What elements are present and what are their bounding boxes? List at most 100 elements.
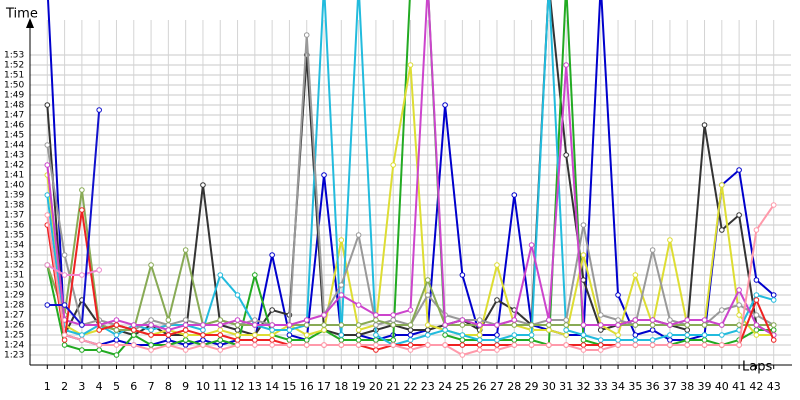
- point-marker: [96, 327, 102, 333]
- y-tick-label: 1:38: [4, 201, 24, 211]
- point-marker: [182, 332, 189, 338]
- point-marker: [701, 322, 708, 328]
- labels: 1:231:241:251:261:271:281:291:301:311:32…: [4, 51, 781, 394]
- point-marker: [44, 142, 51, 148]
- point-marker: [252, 337, 258, 343]
- point-marker: [303, 332, 310, 338]
- point-marker: [234, 337, 241, 343]
- x-tick-label: 21: [386, 380, 400, 393]
- point-marker: [701, 332, 708, 338]
- point-marker: [165, 342, 172, 348]
- point-marker: [130, 332, 137, 338]
- point-marker: [338, 237, 345, 243]
- point-marker: [113, 332, 120, 338]
- point-marker: [476, 317, 483, 323]
- point-marker: [269, 337, 275, 343]
- point-marker: [355, 327, 362, 333]
- y-tick-label: 1:34: [4, 241, 24, 251]
- point-marker: [79, 272, 85, 278]
- x-axis-label: Laps: [742, 360, 772, 375]
- point-marker: [753, 227, 760, 233]
- point-marker: [459, 322, 466, 328]
- point-marker: [770, 202, 777, 208]
- point-marker: [269, 252, 275, 258]
- point-marker: [338, 292, 345, 298]
- point-marker: [701, 342, 708, 348]
- point-marker: [303, 32, 310, 38]
- point-marker: [286, 332, 293, 338]
- point-marker: [597, 337, 604, 343]
- point-marker: [563, 62, 569, 68]
- point-marker: [200, 182, 206, 188]
- x-tick-label: 18: [334, 380, 348, 393]
- point-marker: [476, 337, 483, 343]
- x-tick-label: 10: [196, 380, 210, 393]
- point-marker: [494, 322, 500, 328]
- y-tick-label: 1:36: [4, 221, 24, 231]
- y-tick-label: 1:39: [4, 191, 24, 201]
- point-marker: [321, 172, 327, 178]
- point-marker: [563, 332, 569, 338]
- point-marker: [252, 317, 258, 323]
- x-tick-label: 8: [165, 380, 172, 393]
- y-tick-label: 1:43: [4, 151, 24, 161]
- point-marker: [632, 272, 639, 278]
- point-marker: [200, 322, 206, 328]
- y-tick-label: 1:46: [4, 121, 24, 131]
- point-marker: [546, 322, 552, 328]
- point-marker: [494, 337, 500, 343]
- point-marker: [79, 187, 85, 193]
- point-marker: [234, 292, 241, 298]
- point-marker: [44, 192, 51, 198]
- point-marker: [563, 342, 569, 348]
- point-marker: [632, 342, 639, 348]
- y-tick-label: 1:24: [4, 341, 24, 351]
- point-marker: [407, 342, 414, 348]
- point-marker: [234, 332, 241, 338]
- y-tick-label: 1:26: [4, 321, 24, 331]
- point-marker: [459, 272, 466, 278]
- point-marker: [424, 277, 431, 283]
- point-marker: [459, 342, 466, 348]
- point-marker: [615, 317, 621, 323]
- point-marker: [546, 317, 552, 323]
- point-marker: [252, 342, 258, 348]
- point-marker: [719, 342, 725, 348]
- point-marker: [476, 347, 483, 353]
- point-marker: [511, 322, 518, 328]
- point-marker: [148, 327, 154, 333]
- point-marker: [61, 302, 68, 308]
- point-marker: [753, 292, 760, 298]
- x-tick-label: 43: [767, 380, 781, 393]
- point-marker: [355, 342, 362, 348]
- point-marker: [373, 312, 379, 318]
- point-marker: [684, 322, 691, 328]
- point-marker: [407, 307, 414, 313]
- point-marker: [234, 317, 241, 323]
- point-marker: [79, 332, 85, 338]
- point-marker: [148, 347, 154, 353]
- y-tick-label: 1:31: [4, 271, 24, 281]
- point-marker: [459, 352, 466, 358]
- point-marker: [649, 337, 656, 343]
- point-marker: [113, 317, 120, 323]
- y-tick-label: 1:45: [4, 131, 24, 141]
- point-marker: [217, 347, 224, 353]
- y-tick-label: 1:27: [4, 311, 24, 321]
- point-marker: [182, 347, 189, 353]
- y-tick-label: 1:52: [4, 61, 24, 71]
- x-tick-label: 3: [78, 380, 85, 393]
- point-marker: [580, 337, 587, 343]
- point-marker: [736, 342, 742, 348]
- x-tick-label: 40: [715, 380, 729, 393]
- point-marker: [321, 312, 327, 318]
- point-marker: [511, 192, 518, 198]
- x-tick-label: 26: [473, 380, 487, 393]
- point-marker: [667, 317, 673, 323]
- y-tick-label: 1:32: [4, 261, 24, 271]
- point-marker: [96, 267, 102, 273]
- point-marker: [736, 312, 742, 318]
- point-marker: [182, 337, 189, 343]
- point-marker: [546, 327, 552, 333]
- point-marker: [355, 232, 362, 238]
